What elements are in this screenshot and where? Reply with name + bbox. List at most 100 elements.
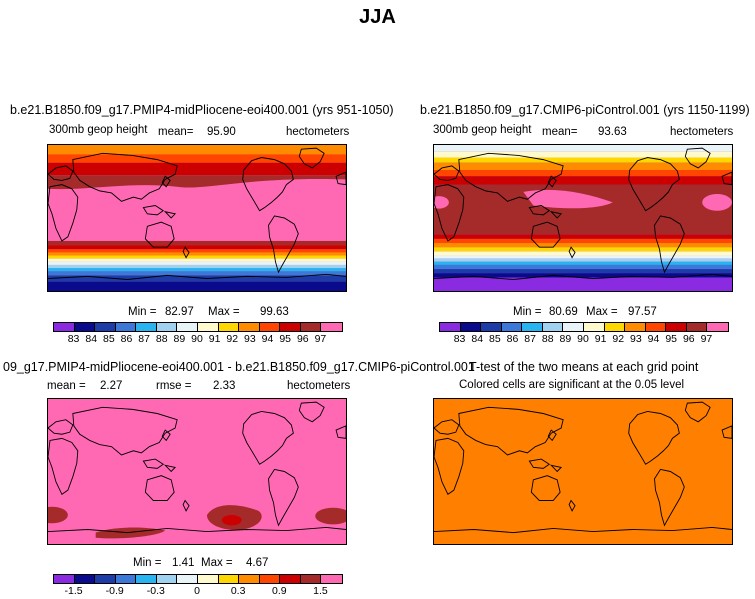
colorbar-box bbox=[95, 323, 116, 331]
colorbar-label: 86 bbox=[120, 333, 133, 345]
colorbar-label: 87 bbox=[524, 333, 536, 345]
max-label-top-right: Max = bbox=[586, 306, 618, 318]
colorbar-label: 88 bbox=[155, 333, 168, 345]
colorbar-label: 90 bbox=[577, 333, 589, 345]
map-bottom-left bbox=[47, 398, 347, 545]
colorbar-box bbox=[95, 575, 116, 583]
colorbar-box bbox=[177, 575, 198, 583]
rmse-label-bottom-left: rmse = bbox=[156, 380, 192, 392]
colorbar-label: 95 bbox=[665, 333, 677, 345]
colorbar-label: 1.5 bbox=[313, 585, 328, 597]
colorbar-box bbox=[666, 323, 687, 331]
colorbar-box bbox=[54, 323, 75, 331]
colorbar-label: 91 bbox=[594, 333, 607, 345]
colorbar-label: 87 bbox=[138, 333, 150, 345]
colorbar-bottom-left bbox=[53, 574, 343, 584]
colorbar-box bbox=[136, 323, 157, 331]
panel-title-bottom-right: T-test of the two means at each grid poi… bbox=[469, 360, 699, 374]
mean-label-top-right: mean= bbox=[542, 126, 578, 138]
panel-title-top-right: b.e21.B1850.f09_g17.CMIP6-piControl.001 … bbox=[420, 103, 750, 117]
max-value-top-left: 99.63 bbox=[260, 306, 289, 318]
colorbar-label: 92 bbox=[612, 333, 625, 345]
colorbar-label: 85 bbox=[102, 333, 115, 345]
colorbar-label: 0 bbox=[194, 585, 200, 597]
colorbar-top-left bbox=[53, 322, 343, 332]
colorbar-label: 86 bbox=[506, 333, 519, 345]
colorbar-box bbox=[136, 575, 157, 583]
colorbar-label: 83 bbox=[453, 333, 466, 345]
colorbar-label: -0.3 bbox=[146, 585, 165, 597]
colorbar-box bbox=[197, 575, 219, 583]
panel-title-top-left: b.e21.B1850.f09_g17.PMIP4-midPliocene-eo… bbox=[10, 103, 394, 117]
colorbar-box bbox=[280, 323, 301, 331]
colorbar-label: 92 bbox=[226, 333, 239, 345]
colorbar-label: 89 bbox=[173, 333, 186, 345]
colorbar-label: -1.5 bbox=[64, 585, 83, 597]
colorbar-box bbox=[460, 323, 482, 331]
panel-title-bottom-left: 09_g17.PMIP4-midPliocene-eoi400.001 - b.… bbox=[3, 360, 475, 374]
colorbar-label: 91 bbox=[208, 333, 221, 345]
colorbar-box bbox=[156, 323, 178, 331]
max-label-bottom-left: Max = bbox=[201, 557, 233, 569]
variable-label-top-left: 300mb geop height bbox=[49, 124, 148, 136]
units-top-left: hectometers bbox=[286, 126, 350, 138]
colorbar-box bbox=[440, 323, 461, 331]
colorbar-box bbox=[239, 323, 260, 331]
colorbar-label: -0.9 bbox=[105, 585, 124, 597]
colorbar-box bbox=[501, 323, 523, 331]
max-label-top-left: Max = bbox=[208, 306, 240, 318]
colorbar-label: 93 bbox=[244, 333, 256, 345]
colorbar-box bbox=[625, 323, 646, 331]
mean-value-bottom-left: 2.27 bbox=[100, 380, 123, 392]
colorbar-label: 0.3 bbox=[230, 585, 246, 597]
colorbar-label: 96 bbox=[296, 333, 309, 345]
colorbar-box bbox=[259, 323, 281, 331]
map-bottom-right bbox=[433, 398, 733, 545]
colorbar-box bbox=[542, 323, 564, 331]
colorbar-label: 93 bbox=[630, 333, 642, 345]
mean-label-bottom-left: mean = bbox=[47, 380, 86, 392]
colorbar-label: 83 bbox=[67, 333, 80, 345]
colorbar-box bbox=[563, 323, 584, 331]
figure-title: JJA bbox=[359, 6, 396, 28]
colorbar-box bbox=[522, 323, 543, 331]
colorbar-box bbox=[259, 575, 281, 583]
mean-value-top-right: 93.63 bbox=[598, 126, 627, 138]
colorbar-box bbox=[645, 323, 667, 331]
colorbar-label: 96 bbox=[682, 333, 695, 345]
colorbar-label: 94 bbox=[647, 333, 660, 345]
colorbar-box bbox=[115, 323, 137, 331]
colorbar-label: 94 bbox=[261, 333, 274, 345]
colorbar-label: 97 bbox=[700, 333, 713, 345]
units-bottom-left: hectometers bbox=[287, 380, 351, 392]
colorbar-label: 88 bbox=[541, 333, 554, 345]
min-value-top-left: 82.97 bbox=[165, 306, 194, 318]
colorbar-box bbox=[218, 323, 240, 331]
colorbar-box bbox=[197, 323, 219, 331]
min-value-bottom-left: 1.41 bbox=[172, 557, 195, 569]
variable-label-top-right: 300mb geop height bbox=[433, 124, 532, 136]
panel-subtitle-bottom-right: Colored cells are significant at the 0.0… bbox=[459, 379, 685, 391]
min-label-top-right: Min = bbox=[513, 306, 542, 318]
colorbar-label: 84 bbox=[471, 333, 484, 345]
min-label-top-left: Min = bbox=[128, 306, 157, 318]
map-top-right bbox=[433, 144, 733, 292]
colorbar-box bbox=[583, 323, 605, 331]
colorbar-box bbox=[239, 575, 260, 583]
colorbar-box bbox=[481, 323, 502, 331]
colorbar-box bbox=[218, 575, 240, 583]
colorbar-label: 85 bbox=[488, 333, 501, 345]
colorbar-label: 90 bbox=[191, 333, 203, 345]
colorbar-label: 95 bbox=[279, 333, 291, 345]
colorbar-labels-top-right: 83 84 85 86 87 88 89 90 91 92 93 94 95 96 97 bbox=[439, 333, 727, 345]
colorbar-box bbox=[74, 575, 96, 583]
mean-label-top-left: mean= bbox=[158, 126, 194, 138]
colorbar-box bbox=[321, 323, 342, 331]
map-top-left bbox=[47, 144, 347, 292]
colorbar-box bbox=[74, 323, 96, 331]
colorbar-box bbox=[177, 323, 198, 331]
colorbar-top-right bbox=[439, 322, 729, 332]
colorbar-labels-top-left: 83 84 85 86 87 88 89 90 91 92 93 94 95 96 97 bbox=[53, 333, 341, 345]
colorbar-box bbox=[300, 575, 322, 583]
colorbar-box bbox=[604, 323, 626, 331]
